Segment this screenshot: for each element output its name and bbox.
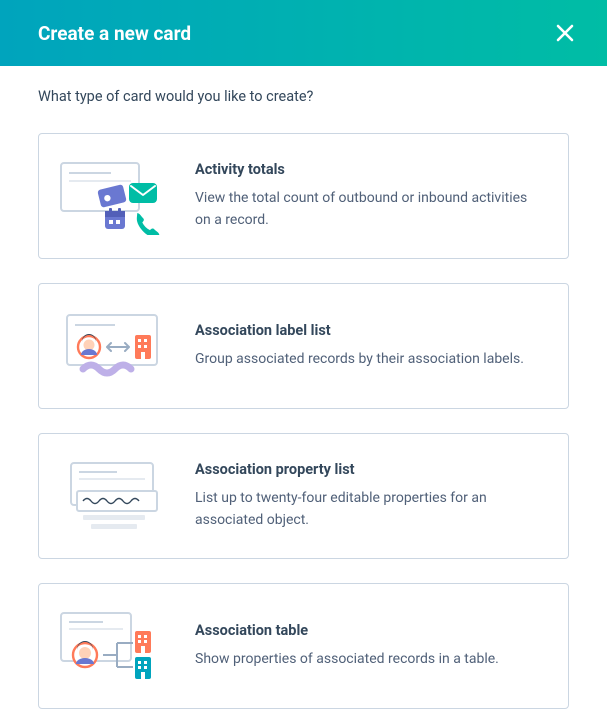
option-title: Association table — [195, 622, 544, 639]
card-option-activity-totals[interactable]: Activity totals View the total count of … — [38, 133, 569, 259]
prompt-text: What type of card would you like to crea… — [38, 88, 569, 105]
association-label-list-illustration — [57, 306, 171, 386]
association-table-illustration — [57, 606, 171, 686]
association-property-list-illustration — [57, 456, 171, 536]
activity-totals-illustration — [57, 156, 171, 236]
option-text: Association label list Group associated … — [195, 322, 544, 371]
close-icon — [555, 23, 575, 43]
card-option-association-property-list[interactable]: Association property list List up to twe… — [38, 433, 569, 559]
option-text: Association table Show properties of ass… — [195, 622, 544, 671]
card-option-association-label-list[interactable]: Association label list Group associated … — [38, 283, 569, 409]
modal-body: What type of card would you like to crea… — [0, 66, 607, 709]
option-description: Show properties of associated records in… — [195, 649, 544, 671]
option-title: Association label list — [195, 322, 544, 339]
close-button[interactable] — [549, 17, 581, 49]
option-text: Association property list List up to twe… — [195, 461, 544, 531]
modal-title: Create a new card — [38, 22, 191, 45]
modal-header: Create a new card — [0, 0, 607, 66]
option-text: Activity totals View the total count of … — [195, 161, 544, 231]
option-description: List up to twenty-four editable properti… — [195, 488, 544, 531]
option-description: View the total count of outbound or inbo… — [195, 188, 544, 231]
option-description: Group associated records by their associ… — [195, 349, 544, 371]
option-title: Activity totals — [195, 161, 544, 178]
card-option-association-table[interactable]: Association table Show properties of ass… — [38, 583, 569, 709]
option-title: Association property list — [195, 461, 544, 478]
